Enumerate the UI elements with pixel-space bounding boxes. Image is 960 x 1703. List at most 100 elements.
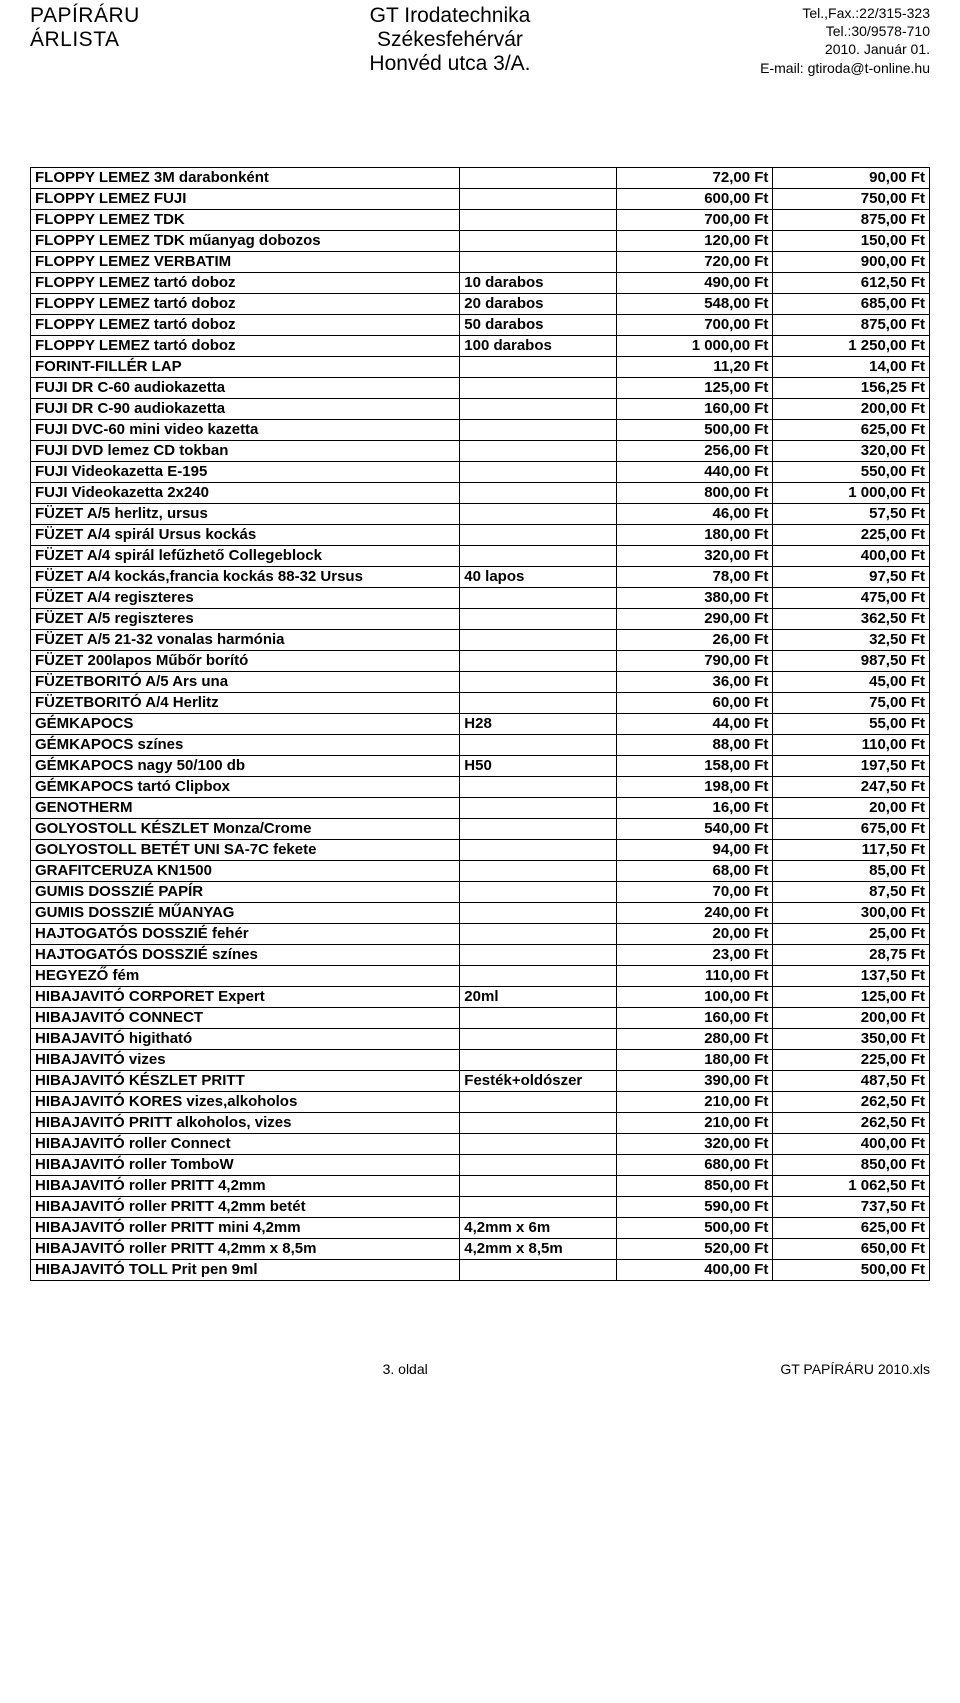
table-cell: FLOPPY LEMEZ FUJI <box>31 188 460 209</box>
table-cell: 20 darabos <box>460 293 617 314</box>
table-cell <box>460 923 617 944</box>
table-cell: 40 lapos <box>460 566 617 587</box>
table-row: FLOPPY LEMEZ FUJI600,00 Ft750,00 Ft <box>31 188 930 209</box>
table-cell: FÜZET 200lapos Műbőr borító <box>31 650 460 671</box>
table-cell: HIBAJAVITÓ roller PRITT mini 4,2mm <box>31 1217 460 1238</box>
table-row: HEGYEZŐ fém110,00 Ft137,50 Ft <box>31 965 930 986</box>
table-cell <box>460 671 617 692</box>
table-cell: 4,2mm x 8,5m <box>460 1238 617 1259</box>
header-center-line2: Székesfehérvár <box>369 28 530 52</box>
table-cell: HIBAJAVITÓ KÉSZLET PRITT <box>31 1070 460 1091</box>
table-cell: 800,00 Ft <box>616 482 773 503</box>
table-cell: HIBAJAVITÓ PRITT alkoholos, vizes <box>31 1112 460 1133</box>
table-cell: 680,00 Ft <box>616 1154 773 1175</box>
table-row: GÉMKAPOCS nagy 50/100 dbH50158,00 Ft197,… <box>31 755 930 776</box>
table-cell <box>460 1091 617 1112</box>
table-cell <box>460 230 617 251</box>
table-cell: GUMIS DOSSZIÉ PAPÍR <box>31 881 460 902</box>
table-cell: GÉMKAPOCS tartó Clipbox <box>31 776 460 797</box>
footer-right: GT PAPÍRÁRU 2010.xls <box>780 1361 930 1377</box>
table-cell <box>460 482 617 503</box>
table-row: GOLYOSTOLL BETÉT UNI SA-7C fekete94,00 F… <box>31 839 930 860</box>
table-cell: 25,00 Ft <box>773 923 930 944</box>
table-cell <box>460 692 617 713</box>
table-cell: GUMIS DOSSZIÉ MŰANYAG <box>31 902 460 923</box>
table-cell: FORINT-FILLÉR LAP <box>31 356 460 377</box>
table-cell: 4,2mm x 6m <box>460 1217 617 1238</box>
table-row: HAJTOGATÓS DOSSZIÉ fehér20,00 Ft25,00 Ft <box>31 923 930 944</box>
table-cell: FUJI Videokazetta E-195 <box>31 461 460 482</box>
table-cell: 720,00 Ft <box>616 251 773 272</box>
table-cell: 198,00 Ft <box>616 776 773 797</box>
table-cell <box>460 860 617 881</box>
table-cell: HIBAJAVITÓ CORPORET Expert <box>31 986 460 1007</box>
header-center: GT Irodatechnika Székesfehérvár Honvéd u… <box>369 4 530 76</box>
table-row: HIBAJAVITÓ roller PRITT 4,2mm betét590,0… <box>31 1196 930 1217</box>
table-cell: FUJI DR C-90 audiokazetta <box>31 398 460 419</box>
table-cell <box>460 839 617 860</box>
table-cell: 180,00 Ft <box>616 1049 773 1070</box>
table-cell <box>460 503 617 524</box>
table-row: HIBAJAVITÓ roller PRITT 4,2mm850,00 Ft1 … <box>31 1175 930 1196</box>
table-cell: FLOPPY LEMEZ tartó doboz <box>31 335 460 356</box>
table-cell: 210,00 Ft <box>616 1112 773 1133</box>
table-row: HIBAJAVITÓ vizes180,00 Ft225,00 Ft <box>31 1049 930 1070</box>
table-cell: FLOPPY LEMEZ VERBATIM <box>31 251 460 272</box>
table-cell: 85,00 Ft <box>773 860 930 881</box>
table-cell <box>460 1259 617 1280</box>
table-cell: 197,50 Ft <box>773 755 930 776</box>
table-row: FLOPPY LEMEZ TDK műanyag dobozos120,00 F… <box>31 230 930 251</box>
table-cell: 36,00 Ft <box>616 671 773 692</box>
table-cell: 46,00 Ft <box>616 503 773 524</box>
table-row: FÜZET A/4 spirál lefűzhető Collegeblock3… <box>31 545 930 566</box>
table-cell: FÜZETBORITÓ A/5 Ars una <box>31 671 460 692</box>
table-cell: 490,00 Ft <box>616 272 773 293</box>
table-cell: 625,00 Ft <box>773 1217 930 1238</box>
header-left: PAPÍRÁRU ÁRLISTA <box>30 4 140 52</box>
table-cell <box>460 1133 617 1154</box>
table-cell: 70,00 Ft <box>616 881 773 902</box>
table-row: GOLYOSTOLL KÉSZLET Monza/Crome540,00 Ft6… <box>31 818 930 839</box>
table-cell: 137,50 Ft <box>773 965 930 986</box>
table-row: GÉMKAPOCS színes88,00 Ft110,00 Ft <box>31 734 930 755</box>
table-cell: 125,00 Ft <box>773 986 930 1007</box>
table-cell: HIBAJAVITÓ roller PRITT 4,2mm x 8,5m <box>31 1238 460 1259</box>
table-cell: 200,00 Ft <box>773 398 930 419</box>
table-row: FUJI DVC-60 mini video kazetta500,00 Ft6… <box>31 419 930 440</box>
table-row: FLOPPY LEMEZ tartó doboz10 darabos490,00… <box>31 272 930 293</box>
table-cell: 50 darabos <box>460 314 617 335</box>
table-cell: 100 darabos <box>460 335 617 356</box>
table-cell: 350,00 Ft <box>773 1028 930 1049</box>
table-row: FUJI Videokazetta E-195440,00 Ft550,00 F… <box>31 461 930 482</box>
table-cell: 110,00 Ft <box>616 965 773 986</box>
table-cell <box>460 944 617 965</box>
header-right-line1: Tel.,Fax.:22/315-323 <box>760 4 930 22</box>
table-cell: 700,00 Ft <box>616 209 773 230</box>
table-row: HAJTOGATÓS DOSSZIÉ színes23,00 Ft28,75 F… <box>31 944 930 965</box>
table-cell: 23,00 Ft <box>616 944 773 965</box>
table-row: FUJI Videokazetta 2x240800,00 Ft1 000,00… <box>31 482 930 503</box>
table-cell: FUJI DVC-60 mini video kazetta <box>31 419 460 440</box>
table-row: HIBAJAVITÓ TOLL Prit pen 9ml400,00 Ft500… <box>31 1259 930 1280</box>
table-cell: 11,20 Ft <box>616 356 773 377</box>
table-cell: HIBAJAVITÓ CONNECT <box>31 1007 460 1028</box>
table-cell: FUJI Videokazetta 2x240 <box>31 482 460 503</box>
header-left-line1: PAPÍRÁRU <box>30 4 140 28</box>
table-cell: 90,00 Ft <box>773 167 930 188</box>
table-row: FÜZET A/4 kockás,francia kockás 88-32 Ur… <box>31 566 930 587</box>
table-cell: 72,00 Ft <box>616 167 773 188</box>
table-cell <box>460 398 617 419</box>
table-cell: FÜZETBORITÓ A/4 Herlitz <box>31 692 460 713</box>
table-cell: 737,50 Ft <box>773 1196 930 1217</box>
table-cell: 225,00 Ft <box>773 524 930 545</box>
table-cell: HIBAJAVITÓ KORES vizes,alkoholos <box>31 1091 460 1112</box>
header-center-line3: Honvéd utca 3/A. <box>369 52 530 76</box>
table-row: GUMIS DOSSZIÉ PAPÍR70,00 Ft87,50 Ft <box>31 881 930 902</box>
table-cell: 650,00 Ft <box>773 1238 930 1259</box>
table-cell: HIBAJAVITÓ roller TomboW <box>31 1154 460 1175</box>
header-right: Tel.,Fax.:22/315-323 Tel.:30/9578-710 20… <box>760 4 930 77</box>
table-cell: 500,00 Ft <box>616 1217 773 1238</box>
table-cell: 500,00 Ft <box>773 1259 930 1280</box>
page-footer: 3. oldal GT PAPÍRÁRU 2010.xls <box>30 1361 930 1397</box>
table-cell: 78,00 Ft <box>616 566 773 587</box>
